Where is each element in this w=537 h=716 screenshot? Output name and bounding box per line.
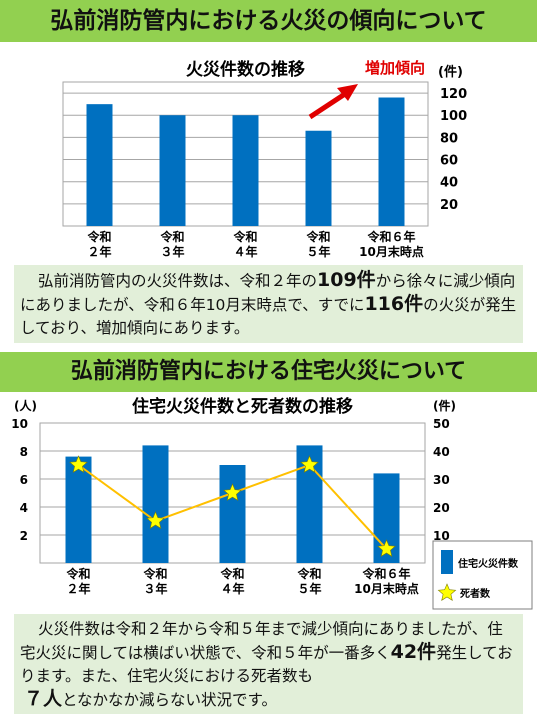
section2-banner: 弘前消防管内における住宅火災について bbox=[0, 352, 537, 392]
deaths-marker bbox=[69, 455, 88, 473]
bar bbox=[159, 115, 186, 226]
left-y-tick-label: 10 bbox=[11, 417, 28, 431]
bar bbox=[219, 465, 246, 563]
note2-highlight-2: ７人 bbox=[24, 688, 63, 710]
note1-text-2: から徐々に減少傾向にありましたが、令和６年10月末時点で、すでに bbox=[20, 272, 516, 314]
x-tick-label: 令和 bbox=[142, 566, 167, 581]
y-tick-label: 40 bbox=[440, 176, 458, 191]
legend-star-swatch bbox=[437, 583, 457, 601]
legend-bar-label: 住宅火災件数 bbox=[458, 557, 519, 570]
note2-text-2: 発生しております。また、住宅火災における死者数も bbox=[20, 644, 513, 685]
x-tick-label: 令和 bbox=[232, 229, 257, 244]
left-y-tick-label: 8 bbox=[20, 445, 28, 459]
x-tick-label: 令和 bbox=[65, 566, 90, 581]
note2-text-3: となかなか減らない状況です。 bbox=[62, 691, 278, 709]
section2-note: 火災件数は令和２年から令和５年まで減少傾向にありましたが、住宅火災に関しては横ば… bbox=[14, 614, 523, 714]
deaths-marker bbox=[377, 539, 396, 557]
section1-banner: 弘前消防管内における火災の傾向について bbox=[0, 0, 537, 42]
right-y-tick-label: 50 bbox=[433, 417, 450, 431]
y-tick-label: 100 bbox=[440, 109, 467, 124]
x-tick-label: ４年 bbox=[233, 244, 257, 259]
note2-highlight-1: 42件 bbox=[390, 641, 437, 663]
note1-highlight-1: 109件 bbox=[317, 269, 376, 291]
x-tick-label: ３年 bbox=[160, 244, 184, 259]
left-y-tick-label: 4 bbox=[20, 501, 28, 515]
x-tick-label: 令和 bbox=[159, 229, 184, 244]
x-tick-label: ２年 bbox=[66, 581, 90, 596]
right-y-tick-label: 20 bbox=[433, 501, 450, 515]
y-tick-label: 20 bbox=[440, 198, 458, 213]
x-tick-label: 令和 bbox=[219, 566, 244, 581]
bar bbox=[378, 97, 405, 226]
x-tick-label: 令和６年 bbox=[366, 229, 415, 244]
x-tick-label: ３年 bbox=[143, 581, 167, 596]
bar bbox=[86, 104, 113, 226]
y-tick-label: 120 bbox=[440, 87, 467, 102]
x-tick-label: 10月末時点 bbox=[354, 581, 419, 596]
x-tick-label: ４年 bbox=[220, 581, 244, 596]
chart-title: 住宅火災件数と死者数の推移 bbox=[132, 396, 353, 417]
legend-star-label: 死者数 bbox=[460, 587, 491, 600]
bar bbox=[232, 115, 259, 226]
y-tick-label: 80 bbox=[440, 131, 458, 146]
chart-title: 火災件数の推移 bbox=[186, 59, 305, 80]
y-tick-label: 60 bbox=[440, 154, 458, 169]
note1-highlight-2: 116件 bbox=[364, 293, 424, 315]
left-unit-label: (人) bbox=[14, 398, 37, 413]
right-unit-label: (件) bbox=[433, 398, 456, 413]
x-tick-label: 令和 bbox=[305, 229, 330, 244]
bar bbox=[142, 445, 169, 563]
left-y-tick-label: 2 bbox=[20, 529, 28, 543]
bar bbox=[65, 456, 92, 563]
right-y-tick-label: 30 bbox=[433, 473, 450, 487]
trend-annotation: 増加傾向 bbox=[365, 59, 425, 77]
note2-text-1: 火災件数は令和２年から令和５年まで減少傾向にありましたが、住宅火災に関しては横ば… bbox=[20, 620, 503, 662]
note1-text-1: 弘前消防管内の火災件数は、令和２年の bbox=[38, 272, 318, 290]
legend-bar-swatch bbox=[441, 550, 453, 574]
note1-text-3: の火災が発生しており、増加傾向にあります。 bbox=[20, 296, 517, 337]
deaths-marker bbox=[300, 455, 319, 473]
section1-note: 弘前消防管内の火災件数は、令和２年の109件から徐々に減少傾向にありましたが、令… bbox=[14, 265, 523, 343]
x-tick-label: ５年 bbox=[297, 581, 321, 596]
trend-arrowhead bbox=[337, 84, 358, 101]
x-tick-label: ２年 bbox=[87, 244, 111, 259]
right-y-tick-label: 40 bbox=[433, 445, 450, 459]
unit-label: (件) bbox=[438, 64, 463, 80]
left-y-tick-label: 6 bbox=[20, 473, 28, 487]
deaths-marker bbox=[223, 483, 242, 501]
trend-arrow bbox=[308, 89, 350, 120]
right-y-tick-label: 10 bbox=[433, 529, 450, 543]
x-tick-label: 10月末時点 bbox=[359, 244, 424, 259]
bar bbox=[305, 130, 332, 226]
x-tick-label: ５年 bbox=[306, 244, 330, 259]
x-tick-label: 令和 bbox=[296, 566, 321, 581]
x-tick-label: 令和 bbox=[86, 229, 111, 244]
deaths-marker bbox=[146, 511, 165, 529]
x-tick-label: 令和６年 bbox=[361, 566, 410, 581]
